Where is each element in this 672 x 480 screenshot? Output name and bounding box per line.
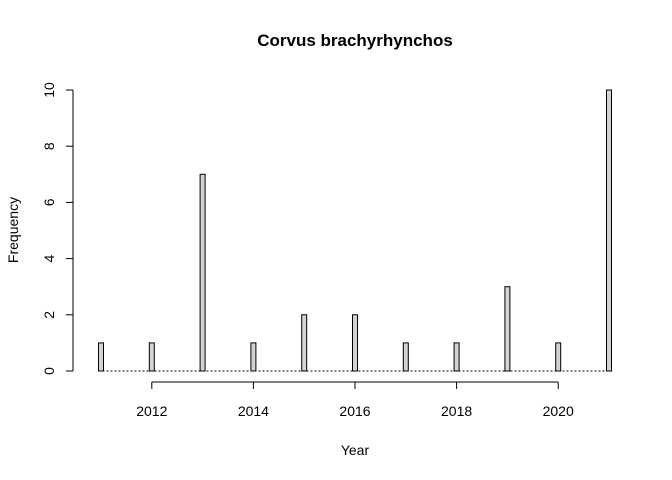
y-tick-label-2: 2	[41, 311, 57, 319]
y-tick-label-4: 4	[41, 254, 57, 262]
x-tick-label-2012: 2012	[136, 403, 167, 419]
chart-title: Corvus brachyrhynchos	[257, 31, 453, 50]
bar-2013	[199, 173, 206, 372]
y-tick-label-6: 6	[41, 198, 57, 206]
y-tick-label-8: 8	[41, 142, 57, 150]
x-axis-label: Year	[341, 442, 370, 458]
bar-2019	[504, 286, 511, 372]
bars-layer	[98, 89, 612, 372]
bar-2014	[250, 342, 257, 372]
y-axis: 0 2 4 6 8 10	[41, 82, 74, 375]
bar-2012	[148, 342, 155, 372]
x-tick-label-2020: 2020	[543, 403, 574, 419]
y-tick-label-10: 10	[41, 82, 57, 98]
bar-2011	[98, 342, 104, 372]
bar-2020	[555, 342, 562, 372]
bar-2021	[606, 89, 612, 372]
x-axis: 2012 2014 2016 2018 2020	[136, 381, 574, 419]
y-tick-label-0: 0	[41, 367, 57, 375]
x-tick-label-2016: 2016	[339, 403, 370, 419]
bar-2015	[301, 314, 308, 372]
bar-2016	[352, 314, 358, 372]
bar-2017	[402, 342, 409, 372]
y-axis-label: Frequency	[5, 197, 21, 263]
bar-2018	[453, 342, 460, 372]
x-tick-label-2018: 2018	[441, 403, 472, 419]
x-tick-label-2014: 2014	[238, 403, 269, 419]
